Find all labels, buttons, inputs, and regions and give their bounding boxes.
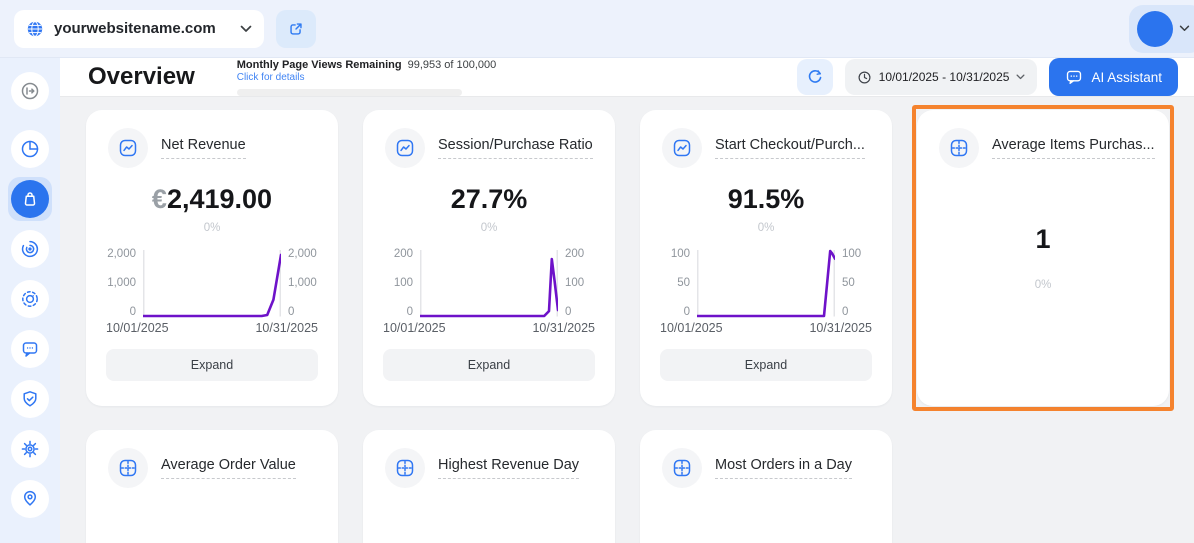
date-range-picker[interactable]: 10/01/2025 - 10/31/2025 xyxy=(844,59,1038,95)
gauge-icon xyxy=(20,239,40,259)
sidebar-item-recordings[interactable] xyxy=(11,280,49,318)
sidebar-item-locations[interactable] xyxy=(11,480,49,518)
line-chart xyxy=(143,250,281,318)
sidebar-item-settings[interactable] xyxy=(11,430,49,468)
card-title[interactable]: Session/Purchase Ratio xyxy=(438,137,593,159)
card-delta: 0% xyxy=(203,222,221,234)
metric-card-highest-revenue-day: Highest Revenue Day xyxy=(363,430,615,543)
card-delta: 0% xyxy=(1034,279,1052,291)
date-range-value: 10/01/2025 - 10/31/2025 xyxy=(878,70,1010,84)
external-link-icon xyxy=(287,20,305,38)
sidebar-item-performance[interactable] xyxy=(11,230,49,268)
ai-assistant-button[interactable]: AI Assistant xyxy=(1049,58,1178,96)
sidebar-item-feedback[interactable] xyxy=(11,330,49,368)
card-title[interactable]: Average Order Value xyxy=(161,457,296,479)
avatar xyxy=(1137,10,1173,47)
page-header: Overview Monthly Page Views Remaining 99… xyxy=(60,58,1194,97)
card-title[interactable]: Start Checkout/Purch... xyxy=(715,137,865,159)
clock-icon xyxy=(857,70,872,85)
sidebar-item-security[interactable] xyxy=(11,380,49,418)
highlight-border: Average Items Purchas... 1 0% xyxy=(912,105,1174,411)
metric-card-net-revenue: Net Revenue €2,419.00 0% 2,000 1,000 0 2,0… xyxy=(86,110,338,406)
dashboard-content: Net Revenue €2,419.00 0% 2,000 1,000 0 2,0… xyxy=(60,97,1194,543)
card-value: 1 xyxy=(1035,224,1051,254)
card-title[interactable]: Highest Revenue Day xyxy=(438,457,580,479)
focus-lens-icon xyxy=(20,289,40,309)
x-axis-start-date: 10/01/2025 xyxy=(660,321,723,335)
topbar: yourwebsitename.com xyxy=(0,0,1194,58)
pie-chart-icon xyxy=(20,139,40,159)
grid-icon xyxy=(939,128,979,168)
ai-chat-icon xyxy=(1065,68,1083,86)
shield-check-icon xyxy=(20,389,40,409)
line-chart-icon xyxy=(662,128,702,168)
card-title[interactable]: Net Revenue xyxy=(161,137,246,159)
sidebar-item-analytics[interactable] xyxy=(11,130,49,168)
x-axis-end-date: 10/31/2025 xyxy=(532,321,595,335)
grid-icon xyxy=(108,448,148,488)
card-title[interactable]: Most Orders in a Day xyxy=(715,457,852,479)
card-title[interactable]: Average Items Purchas... xyxy=(992,137,1155,159)
location-pin-icon xyxy=(20,489,40,509)
expand-button[interactable]: Expand xyxy=(106,349,318,381)
ai-assistant-label: AI Assistant xyxy=(1091,69,1162,85)
card-value: 27.7% xyxy=(450,184,528,214)
metric-card-average-items-purchased: Average Items Purchas... 1 0% xyxy=(917,110,1169,406)
x-axis-start-date: 10/01/2025 xyxy=(383,321,446,335)
line-chart xyxy=(420,250,558,318)
page-title: Overview xyxy=(88,63,195,90)
pageviews-details-link[interactable]: Click for details xyxy=(236,71,305,83)
refresh-icon xyxy=(806,68,824,86)
website-name: yourwebsitename.com xyxy=(54,20,216,37)
expand-button[interactable]: Expand xyxy=(660,349,872,381)
x-axis-start-date: 10/01/2025 xyxy=(106,321,169,335)
gear-icon xyxy=(20,439,40,459)
sidebar-toggle-icon xyxy=(20,81,40,101)
chevron-down-icon xyxy=(240,25,252,33)
card-value: 91.5% xyxy=(727,184,805,214)
line-chart-icon xyxy=(385,128,425,168)
x-axis-end-date: 10/31/2025 xyxy=(255,321,318,335)
pageviews-label: Monthly Page Views Remaining xyxy=(236,58,402,71)
chevron-down-icon xyxy=(1016,74,1025,80)
currency-symbol: € xyxy=(151,184,167,214)
chevron-down-icon xyxy=(1179,25,1190,32)
globe-icon xyxy=(26,20,44,38)
refresh-button[interactable] xyxy=(796,59,833,95)
pageviews-value: 99,953 of 100,000 xyxy=(407,58,497,71)
sidebar-item-ecommerce[interactable] xyxy=(8,177,52,221)
metric-card-start-checkout-purchase: Start Checkout/Purch... 91.5% 0% 100 50 0 … xyxy=(640,110,892,406)
sidebar-toggle-button[interactable] xyxy=(11,72,49,110)
card-value: €2,419.00 xyxy=(151,184,273,214)
card-delta: 0% xyxy=(757,222,775,234)
card-delta: 0% xyxy=(480,222,498,234)
line-chart xyxy=(697,249,835,318)
metric-card-average-order-value: Average Order Value xyxy=(86,430,338,543)
mini-chart-area: 2,000 1,000 0 2,000 1,000 0 xyxy=(107,248,317,318)
account-menu[interactable] xyxy=(1129,4,1194,53)
line-chart-icon xyxy=(108,128,148,168)
mini-chart-area: 100 50 0 100 50 0 xyxy=(670,248,862,318)
metric-card-session-purchase-ratio: Session/Purchase Ratio 27.7% 0% 200 100 0 … xyxy=(363,110,615,406)
shopping-bag-icon xyxy=(20,189,40,209)
mini-chart-area: 200 100 0 200 100 0 xyxy=(393,248,585,318)
metric-card-most-orders-in-a-day: Most Orders in a Day xyxy=(640,430,892,543)
x-axis-end-date: 10/31/2025 xyxy=(809,321,872,335)
website-selector[interactable]: yourwebsitename.com xyxy=(14,9,264,48)
grid-icon xyxy=(662,448,702,488)
expand-button[interactable]: Expand xyxy=(383,349,595,381)
grid-icon xyxy=(385,448,425,488)
sidebar-nav xyxy=(0,58,60,543)
chat-bubble-icon xyxy=(20,339,40,359)
open-website-button[interactable] xyxy=(276,9,316,48)
pageviews-quota: Monthly Page Views Remaining 99,953 of 1… xyxy=(236,58,497,96)
pageviews-progress-bar xyxy=(236,88,462,96)
